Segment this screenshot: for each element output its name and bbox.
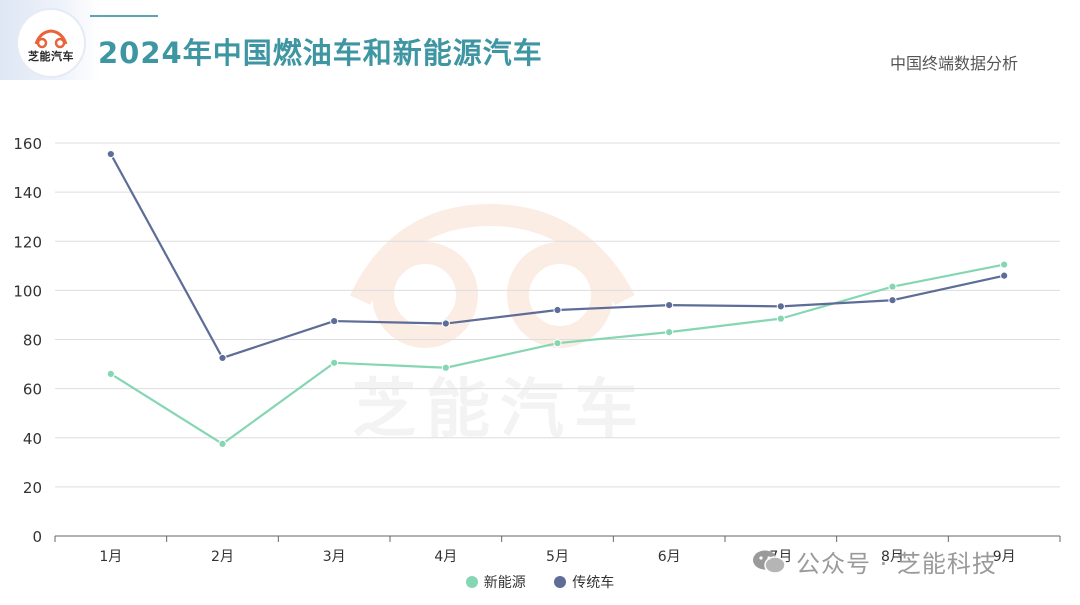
- legend: 新能源 传统车: [0, 572, 1080, 592]
- data-point-series-1: [665, 301, 674, 310]
- x-tick-label: 4月: [434, 549, 457, 565]
- logo: 芝能汽车: [18, 10, 84, 76]
- data-point-series-0: [218, 439, 227, 448]
- data-point-series-0: [888, 282, 897, 291]
- chart-subtitle: 中国终端数据分析: [889, 54, 1018, 73]
- data-point-series-0: [553, 339, 562, 348]
- data-point-series-0: [330, 358, 339, 367]
- data-point-series-0: [441, 363, 450, 372]
- x-tick-label: 1月: [99, 549, 122, 565]
- y-tick-label: 0: [32, 528, 42, 546]
- legend-dot-nev: [465, 576, 478, 588]
- data-point-series-1: [553, 305, 562, 315]
- title-accent-line: [90, 15, 158, 17]
- legend-item-ice[interactable]: 传统车: [554, 572, 614, 592]
- series-line-0: [110, 263, 1005, 445]
- data-point-series-1: [106, 149, 115, 159]
- legend-item-nev[interactable]: 新能源: [465, 572, 526, 592]
- data-point-series-1: [776, 302, 785, 311]
- wechat-icon: [753, 550, 786, 574]
- data-point-series-0: [776, 314, 785, 323]
- chart-title: 2024年中国燃油车和新能源汽车: [98, 36, 543, 70]
- y-tick-label: 160: [13, 135, 42, 153]
- logo-text: 芝能汽车: [28, 50, 74, 63]
- car-logo-icon: [34, 29, 68, 49]
- legend-label-ice: 传统车: [572, 575, 615, 591]
- series-line-1: [109, 153, 1005, 360]
- y-tick-label: 20: [23, 479, 42, 497]
- data-point-series-0: [1000, 260, 1009, 269]
- data-point-series-1: [888, 296, 897, 305]
- x-tick-label: 8月: [881, 549, 904, 565]
- data-point-series-1: [441, 319, 450, 328]
- y-tick-label: 140: [13, 184, 42, 202]
- data-point-series-0: [106, 369, 115, 378]
- data-point-series-1: [1000, 271, 1009, 280]
- footer-watermark: 公众号 · 芝能科技: [752, 544, 997, 579]
- x-tick-label: 3月: [323, 549, 346, 565]
- data-point-series-1: [218, 353, 227, 363]
- footer-watermark-text: 公众号 · 芝能科技: [796, 550, 997, 578]
- y-tick-label: 60: [23, 381, 42, 399]
- y-tick-label: 40: [23, 430, 42, 448]
- x-tick-label: 9月: [993, 549, 1016, 565]
- legend-label-nev: 新能源: [483, 575, 526, 591]
- x-tick-label: 2月: [211, 549, 234, 565]
- data-point-series-0: [665, 328, 674, 337]
- data-point-series-1: [330, 316, 339, 326]
- background-watermark-text: 芝能汽车: [352, 358, 648, 450]
- x-tick-label: 5月: [546, 549, 569, 565]
- y-tick-label: 80: [23, 332, 42, 350]
- y-tick-label: 120: [13, 233, 42, 251]
- x-tick-label: 6月: [658, 549, 681, 565]
- y-tick-label: 100: [13, 282, 42, 300]
- legend-dot-ice: [554, 576, 567, 588]
